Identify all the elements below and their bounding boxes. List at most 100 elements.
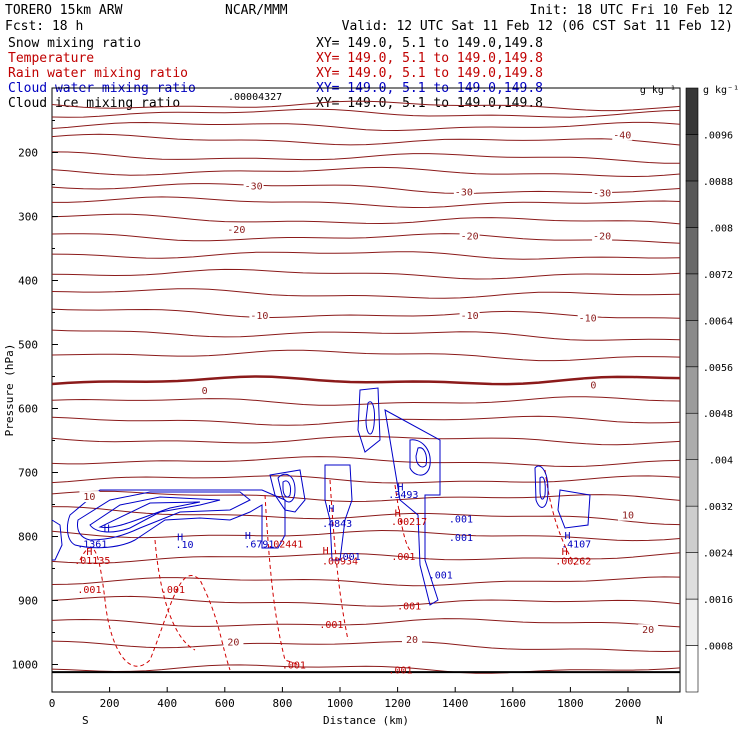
legend-temperature-xy: XY= 149.0, 5.1 to 149.0,149.8 (316, 51, 543, 66)
temperature-label-bg (459, 309, 480, 321)
temperature-isotherm (51, 121, 681, 132)
rain-contour (154, 539, 196, 651)
x-tick-label: 1000 (327, 697, 354, 710)
cloud-water-contour (77, 491, 251, 541)
x-tick-label: 1200 (384, 697, 411, 710)
colorbar-box (685, 505, 699, 553)
valid-time: Valid: 12 UTC Sat 11 Feb 12 (06 CST Sat … (342, 19, 733, 34)
temperature-label-bg (592, 187, 613, 199)
colorbar-box (685, 645, 699, 693)
colorbar-tick-label: .0088 (703, 177, 733, 188)
temperature-label: -30 (593, 189, 611, 200)
colorbar-box (685, 180, 699, 228)
temperature-label-bg (194, 384, 215, 396)
colorbar-box (685, 366, 699, 414)
colorbar: g kg⁻¹ .0008 .0016 .0024 .0032 .004 .0048 .005… (685, 85, 739, 693)
maximum-label: .02441 (267, 539, 303, 550)
temperature-label-bg (223, 636, 244, 648)
x-axis-title: Distance (km) (323, 714, 409, 727)
temperature-isotherm (51, 133, 681, 146)
temperature-isotherm (51, 251, 681, 260)
maximum-label: .001 (397, 601, 421, 612)
temperature-label: -10 (250, 311, 268, 322)
temperature-isotherm (51, 329, 681, 341)
maximum-label: .001 (161, 585, 185, 596)
temperature-isotherm (51, 213, 681, 225)
maximum-label: .3493 (388, 490, 418, 501)
temperature-label: -20 (593, 232, 611, 243)
maximum-label: .4107 (561, 539, 591, 550)
temperature-label-bg (79, 491, 100, 503)
x-tick-label: 200 (100, 697, 120, 710)
temperature-isotherm (51, 595, 681, 607)
snow-max-label: .00004327 (228, 92, 282, 103)
temperature-label: 0 (202, 386, 208, 397)
temperature-label-bg (618, 509, 638, 521)
temperature-label-bg (402, 633, 422, 645)
x-tick-label: 1400 (442, 697, 469, 710)
temperature-isotherm (51, 151, 681, 164)
maximum-label: .1361 (77, 539, 107, 550)
legend-snow: Snow mixing ratio (8, 36, 141, 51)
y-tick-label: 500 (18, 339, 38, 352)
maximum-label: .001 (77, 585, 101, 596)
maximum-label: H (86, 547, 92, 558)
rain-contour (394, 484, 411, 551)
temperature-label-bg (249, 309, 270, 321)
temperature-label: 10 (622, 511, 634, 522)
temperature-isotherm (51, 233, 681, 244)
temperature-isotherm (51, 268, 681, 280)
model-title: TORERO 15km ARW (5, 3, 123, 18)
temperature-isotherm (51, 475, 681, 484)
temperature-isotherm (51, 435, 681, 446)
colorbar-tick-label: .0024 (703, 549, 733, 560)
cloud-water-contours (51, 387, 591, 606)
colorbar-box (685, 459, 699, 507)
y-tick-label: 900 (18, 595, 38, 608)
temperature-isotherm (51, 456, 681, 468)
maximum-label: .00934 (322, 557, 358, 568)
cloud-water-contour (269, 469, 306, 513)
legend-rain-xy: XY= 149.0, 5.1 to 149.0,149.8 (316, 66, 543, 81)
temperature-isotherm (51, 108, 681, 118)
cloud-water-contour (277, 473, 296, 503)
temperature-isotherm (51, 529, 681, 542)
cloud-water-contour (51, 519, 63, 561)
temperature-isotherm (51, 349, 681, 362)
maximum-label: .00262 (555, 557, 591, 568)
colorbar-tick-label: .0072 (703, 270, 733, 281)
colorbar-box (685, 134, 699, 182)
temperature-isotherm (51, 375, 681, 386)
temperature-label: 10 (83, 492, 95, 503)
temperature-isotherm (51, 640, 681, 653)
maximum-label: .001 (429, 571, 453, 582)
y-tick-label: 200 (18, 147, 38, 160)
maximum-label: H (565, 531, 571, 542)
plot-frame (51, 87, 681, 693)
temperature-label-bg (453, 186, 474, 198)
x-tick-label: 2000 (615, 697, 642, 710)
colorbar-unit: g kg⁻¹ (703, 85, 739, 96)
temperature-isotherm (51, 576, 681, 587)
cloud-water-contour (409, 439, 431, 476)
maximum-label: .001 (391, 552, 415, 563)
colorbar-box (685, 227, 699, 275)
temperature-label: -20 (227, 225, 245, 236)
legend-cloud-ice: Cloud ice mixing ratio (8, 96, 180, 111)
colorbar-box (685, 552, 699, 600)
maximum-label: H (245, 531, 251, 542)
y-tick-label: 300 (18, 211, 38, 224)
x-tick-label: 1800 (557, 697, 584, 710)
x-axis: 0 200 400 600 800 1000 1200 1400 1600 1800 2000 (49, 687, 642, 710)
temperature-isotherm (52, 196, 681, 209)
forecast-hour: Fcst: 18 h (5, 19, 83, 34)
cloud-water-contour (324, 464, 353, 561)
colorbar-box (685, 598, 699, 646)
y-axis: 200 300 400 500 600 700 800 900 1000 (12, 120, 58, 672)
maximum-label: .001 (337, 552, 361, 563)
legend-snow-xy: XY= 149.0, 5.1 to 149.0,149.8 (316, 36, 543, 51)
contour-labels: -40 -30 -30 -30 -20 -20 -20 -10 -10 -10 0 0 10 10 20 20… (74, 129, 659, 676)
colorbar-tick-label: .0096 (703, 130, 733, 141)
cloud-water-contour (357, 387, 381, 453)
cloud-water-contour (415, 447, 427, 468)
